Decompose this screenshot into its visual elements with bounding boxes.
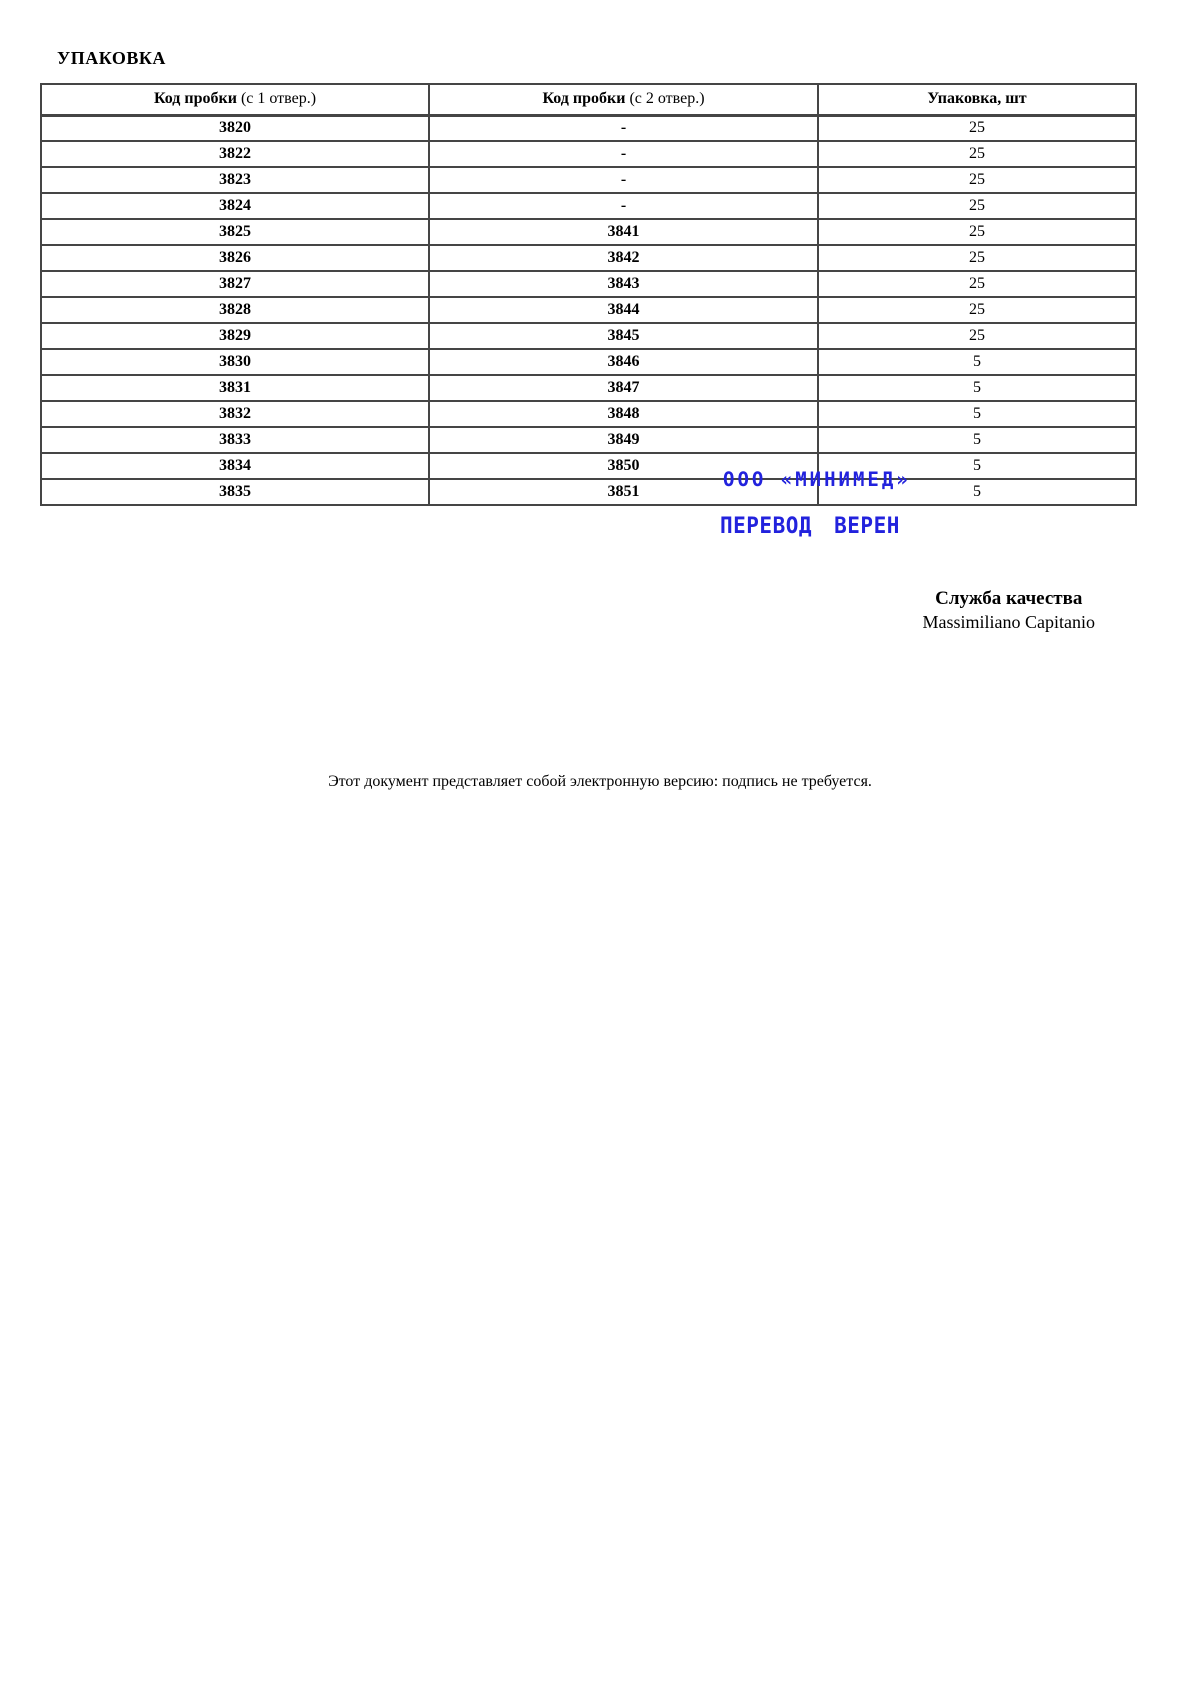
packaging-table: Код пробки (с 1 отвер.) Код пробки (с 2 …	[40, 83, 1137, 506]
package-qty-cell: 25	[817, 192, 1137, 220]
cap-code-2-cell: 3849	[428, 426, 819, 454]
header-cap-code-2-hole-bold: Код пробки	[542, 90, 626, 108]
cap-code-2-cell: 3841	[428, 218, 819, 246]
cap-code-2-cell: -	[428, 140, 819, 168]
cap-code-2-cell: 3851	[428, 478, 819, 506]
cap-code-1-cell: 3830	[40, 348, 430, 376]
cap-code-1-cell: 3829	[40, 322, 430, 350]
package-qty-cell: 25	[817, 244, 1137, 272]
cap-code-1-cell: 3824	[40, 192, 430, 220]
package-qty-cell: 25	[817, 270, 1137, 298]
package-qty-cell: 25	[817, 140, 1137, 168]
signature-block: Служба качества Massimiliano Capitanio	[923, 588, 1096, 633]
cap-code-1-cell: 3827	[40, 270, 430, 298]
cap-code-1-cell: 3822	[40, 140, 430, 168]
package-qty-cell: 5	[817, 478, 1137, 506]
stamp-translation-line: ПЕРЕВОД ВЕРЕН	[720, 513, 900, 539]
package-qty-cell: 5	[817, 348, 1137, 376]
table-row: 3830 3846 5	[40, 348, 1137, 376]
signature-name: Massimiliano Capitanio	[922, 612, 1096, 632]
cap-code-2-cell: 3847	[428, 374, 819, 402]
table-row: 3829 3845 25	[40, 322, 1137, 350]
cap-code-2-cell: 3845	[428, 322, 819, 350]
table-row: 3827 3843 25	[40, 270, 1137, 298]
table-body: 3820-25 3822-25 3823-25 3824-25 3825 3841 25 38…	[40, 114, 1137, 506]
table-row: 3820-25	[40, 114, 1137, 142]
page-title: УПАКОВКА	[57, 48, 166, 68]
table-row: 3823-25	[40, 166, 1137, 194]
table-header-row: Код пробки (с 1 отвер.) Код пробки (с 2 …	[40, 83, 1137, 117]
header-cap-code-1-hole-note: (с 1 отвер.)	[236, 90, 317, 108]
cap-code-1-cell: 3820	[40, 114, 430, 142]
table-row: 3833 3849 5	[40, 426, 1137, 454]
cap-code-1-cell: 3823	[40, 166, 430, 194]
package-qty-cell: 25	[817, 322, 1137, 350]
header-cap-code-2-hole: Код пробки (с 2 отвер.)	[428, 83, 819, 117]
package-qty-cell: 25	[817, 166, 1137, 194]
cap-code-1-cell: 3825	[40, 218, 430, 246]
cap-code-2-cell: -	[428, 114, 819, 142]
table-row: 3831 3847 5	[40, 374, 1137, 402]
cap-code-1-cell: 3833	[40, 426, 430, 454]
table-row: 3824-25	[40, 192, 1137, 220]
table-row: 3834 3850 5	[40, 452, 1137, 480]
cap-code-1-cell: 3835	[40, 478, 430, 506]
cap-code-2-cell: 3850	[428, 452, 819, 480]
table-row: 3832 3848 5	[40, 400, 1137, 428]
package-qty-cell: 5	[817, 374, 1137, 402]
table-row: 3822-25	[40, 140, 1137, 168]
table-row: 3825 3841 25	[40, 218, 1137, 246]
electronic-version-note: Этот документ представляет собой электро…	[328, 773, 872, 790]
cap-code-1-cell: 3826	[40, 244, 430, 272]
stamp-company-line: ООО «МИНИМЕД»	[723, 468, 911, 492]
cap-code-2-cell: -	[428, 192, 819, 220]
cap-code-1-cell: 3831	[40, 374, 430, 402]
cap-code-2-cell: 3848	[428, 400, 819, 428]
table-row: 3828 3844 25	[40, 296, 1137, 324]
package-qty-cell: 5	[817, 426, 1137, 454]
package-qty-cell: 5	[817, 400, 1137, 428]
cap-code-2-cell: 3844	[428, 296, 819, 324]
table-row: 3835 3851 5	[40, 478, 1137, 506]
header-package-qty-bold: Упаковка, шт	[927, 90, 1027, 108]
package-qty-cell: 25	[817, 296, 1137, 324]
cap-code-2-cell: 3846	[428, 348, 819, 376]
cap-code-2-cell: 3842	[428, 244, 819, 272]
header-cap-code-1-hole-bold: Код пробки	[153, 90, 237, 108]
header-cap-code-2-hole-note: (с 2 отвер.)	[625, 90, 705, 108]
header-cap-code-1-hole: Код пробки (с 1 отвер.)	[40, 83, 430, 117]
header-package-qty: Упаковка, шт	[817, 83, 1137, 117]
package-qty-cell: 25	[817, 218, 1137, 246]
package-qty-cell: 5	[817, 452, 1137, 480]
cap-code-2-cell: 3843	[428, 270, 819, 298]
cap-code-1-cell: 3832	[40, 400, 430, 428]
cap-code-1-cell: 3834	[40, 452, 430, 480]
cap-code-1-cell: 3828	[40, 296, 430, 324]
signature-department: Служба качества	[935, 588, 1083, 609]
table-row: 3826 3842 25	[40, 244, 1137, 272]
cap-code-2-cell: -	[428, 166, 819, 194]
package-qty-cell: 25	[817, 114, 1137, 142]
